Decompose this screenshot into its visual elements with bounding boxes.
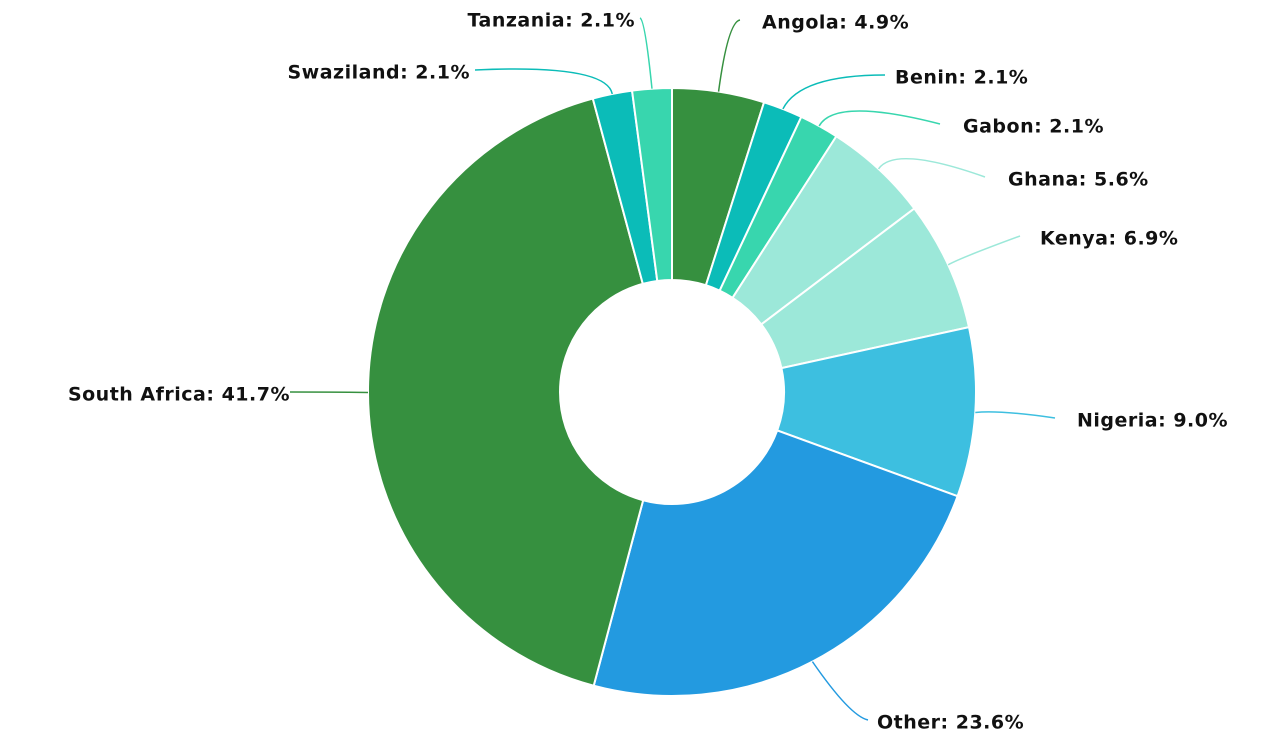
data-label: Ghana: 5.6%: [1008, 169, 1149, 191]
connector: [639, 17, 653, 89]
data-label: Swaziland: 2.1%: [288, 62, 471, 84]
connector: [717, 19, 741, 92]
data-label: Gabon: 2.1%: [963, 116, 1104, 138]
data-label: South Africa: 41.7%: [68, 384, 290, 406]
connector: [474, 68, 614, 95]
connector: [811, 661, 869, 721]
slice: South Africa: [367, 97, 645, 687]
data-label: Tanzania: 2.1%: [467, 10, 635, 32]
connector: [877, 157, 986, 178]
connector: [782, 74, 886, 110]
slice: Other: [592, 429, 959, 697]
data-label: Other: 23.6%: [877, 712, 1024, 734]
connector: [975, 411, 1056, 419]
connector: [818, 110, 941, 127]
slice: Tanzania: [630, 86, 673, 283]
data-label: Kenya: 6.9%: [1040, 228, 1178, 250]
data-label: Benin: 2.1%: [895, 67, 1028, 89]
data-label: Nigeria: 9.0%: [1077, 410, 1228, 432]
connector: [947, 235, 1021, 266]
data-label: Angola: 4.9%: [762, 12, 909, 34]
